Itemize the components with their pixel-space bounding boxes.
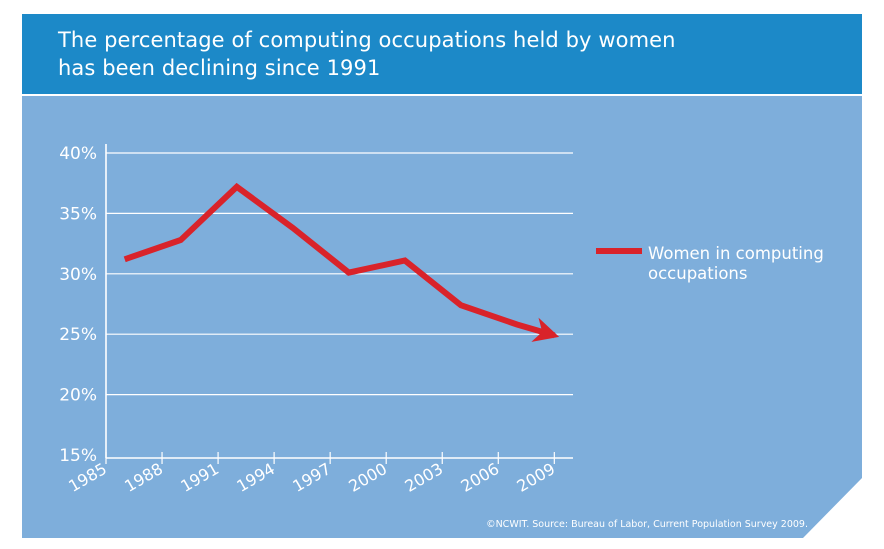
legend-label-line-1: Women in computing: [648, 244, 824, 263]
y-tick-labels: 40% 35% 30% 25% 20% 15%: [59, 144, 97, 466]
gridlines: [106, 152, 573, 396]
title-banner: The percentage of computing occupations …: [22, 14, 862, 94]
chart-title-line-1: The percentage of computing occupations …: [58, 28, 676, 52]
legend-label-line-2: occupations: [648, 264, 747, 283]
legend: Women in computing occupations: [596, 244, 824, 283]
x-tick-marks: [105, 452, 555, 464]
chart-panel: [22, 96, 862, 538]
y-tick-label: 25%: [59, 325, 97, 345]
source-note: ©NCWIT. Source: Bureau of Labor, Current…: [486, 519, 808, 530]
chart-title-line-2: has been declining since 1991: [58, 56, 381, 80]
y-tick-label: 20%: [59, 386, 97, 406]
y-tick-label: 30%: [59, 265, 97, 285]
y-tick-label: 15%: [59, 446, 97, 466]
y-tick-label: 35%: [59, 204, 97, 224]
y-tick-label: 40%: [59, 144, 97, 164]
series-line-women-in-computing: [123, 182, 560, 342]
